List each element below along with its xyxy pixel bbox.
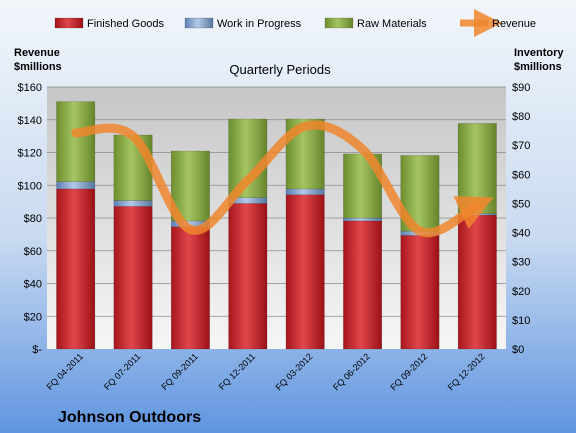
bar-finished-goods-fq-04-2011 xyxy=(56,188,96,350)
bar-work-in-progress-fq-07-2011 xyxy=(113,200,153,207)
bar-finished-goods-fq-09-2012 xyxy=(400,235,440,350)
bar-work-in-progress-fq-06-2012 xyxy=(343,217,383,222)
chart-subtitle: Quarterly Periods xyxy=(229,62,331,77)
bar-raw-materials-fq-12-2012 xyxy=(457,123,497,214)
legend-swatch-work-in-progress xyxy=(184,17,214,29)
y-right-tick-label: $0 xyxy=(512,344,524,356)
y-left-tick-label: $- xyxy=(32,344,42,356)
revenue-line xyxy=(71,120,494,238)
y-left-tick-label: $160 xyxy=(18,82,42,94)
legend-swatch-finished-goods xyxy=(54,17,84,29)
y-left-title-line2: $millions xyxy=(14,61,62,73)
y-left-tick-label: $20 xyxy=(24,311,42,323)
bars xyxy=(56,101,497,350)
y-left-tick-label: $140 xyxy=(18,115,42,127)
series-line-revenue xyxy=(71,120,494,238)
bar-finished-goods-fq-12-2011 xyxy=(228,203,268,350)
legend-label-revenue: Revenue xyxy=(492,18,536,30)
legend-label-raw-materials: Raw Materials xyxy=(357,18,427,30)
y-right-tick-label: $40 xyxy=(512,228,530,240)
bar-work-in-progress-fq-04-2011 xyxy=(56,181,96,190)
y-left-tick-label: $40 xyxy=(24,279,42,291)
y-left-tick-label: $80 xyxy=(24,213,42,225)
bar-finished-goods-fq-06-2012 xyxy=(343,220,383,350)
legend-swatch-raw-materials xyxy=(324,17,354,29)
bar-work-in-progress-fq-03-2012 xyxy=(285,188,325,195)
y-left-tick-label: $120 xyxy=(18,148,42,160)
company-name: Johnson Outdoors xyxy=(58,409,201,426)
bar-raw-materials-fq-07-2011 xyxy=(113,134,153,201)
legend-label-finished-goods: Finished Goods xyxy=(87,18,165,30)
y-right-tick-label: $30 xyxy=(512,257,530,269)
bar-finished-goods-fq-07-2011 xyxy=(113,206,153,350)
y-right-tick-label: $10 xyxy=(512,315,530,327)
legend-label-work-in-progress: Work in Progress xyxy=(217,18,302,30)
bar-finished-goods-fq-12-2012 xyxy=(457,214,497,350)
y-right-tick-label: $70 xyxy=(512,140,530,152)
y-right-tick-label: $90 xyxy=(512,82,530,94)
y-left-tick-label: $60 xyxy=(24,246,42,258)
bar-finished-goods-fq-09-2011 xyxy=(170,226,210,350)
y-left-tick-label: $100 xyxy=(18,180,42,192)
y-right-tick-label: $60 xyxy=(512,169,530,181)
bar-raw-materials-fq-04-2011 xyxy=(56,101,96,182)
y-right-title-line1: Inventory xyxy=(514,47,564,59)
y-right-title-line2: $millions xyxy=(514,61,562,73)
y-right-tick-label: $20 xyxy=(512,286,530,298)
bar-finished-goods-fq-03-2012 xyxy=(285,194,325,350)
y-right-tick-label: $80 xyxy=(512,111,530,123)
legend: Finished Goods Work in Progress Raw Materi… xyxy=(54,9,536,37)
y-right-tick-label: $50 xyxy=(512,198,530,210)
y-left-title-line1: Revenue xyxy=(14,47,60,59)
